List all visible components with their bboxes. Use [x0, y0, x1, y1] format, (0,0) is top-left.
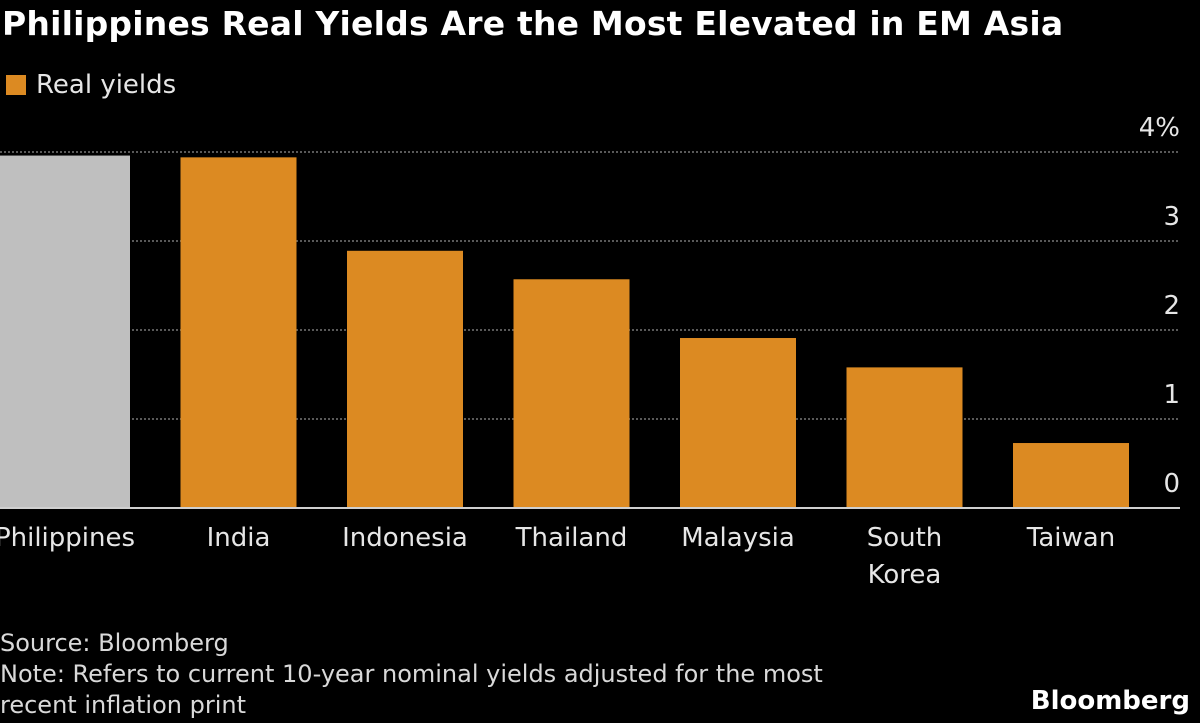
- note-line-1: Note: Refers to current 10-year nominal …: [0, 660, 823, 688]
- y-tick-label: 4%: [1139, 113, 1180, 143]
- bar-thailand: [513, 279, 630, 508]
- note-line-2: recent inflation print: [0, 691, 247, 719]
- bar-malaysia: [680, 338, 796, 508]
- legend: Real yields: [6, 70, 176, 100]
- legend-label: Real yields: [36, 70, 177, 100]
- x-tick-label: Thailand: [515, 523, 628, 553]
- bar-philippines: [0, 155, 130, 508]
- bar-chart: 0 1 2 3 4% Philippines India Indonesia Thailand M…: [0, 113, 1180, 590]
- chart-title: Philippines Real Yields Are the Most Ele…: [2, 4, 1064, 43]
- y-tick-label: 1: [1163, 380, 1180, 410]
- x-tick-label: South: [867, 523, 943, 553]
- y-tick-label: 2: [1163, 291, 1180, 321]
- x-tick-label: Korea: [868, 560, 942, 590]
- bar-south-korea: [846, 367, 963, 508]
- source-text: Source: Bloomberg: [0, 629, 229, 657]
- bar-taiwan: [1013, 443, 1129, 508]
- legend-swatch: [6, 75, 26, 95]
- x-tick-label: Indonesia: [342, 523, 468, 553]
- y-tick-label: 0: [1163, 469, 1180, 499]
- y-tick-label: 3: [1163, 202, 1180, 232]
- bar-india: [180, 157, 297, 508]
- x-tick-label: India: [207, 523, 271, 553]
- x-tick-label: Philippines: [0, 523, 135, 553]
- x-tick-label: Malaysia: [681, 523, 795, 553]
- x-tick-label: Taiwan: [1026, 523, 1115, 553]
- bar-indonesia: [347, 250, 463, 509]
- bloomberg-logo: Bloomberg: [1030, 686, 1190, 716]
